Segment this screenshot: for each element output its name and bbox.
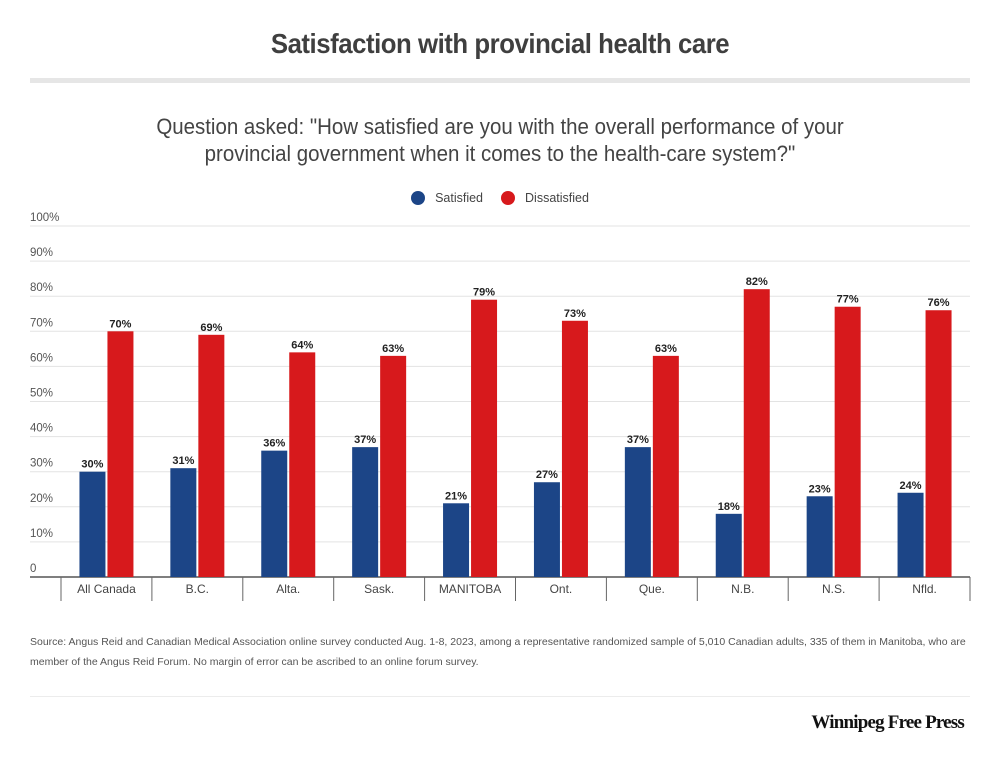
bar-dissatisfied bbox=[834, 306, 861, 577]
chart-title: Satisfaction with provincial health care bbox=[270, 28, 730, 59]
y-tick-label: 70% bbox=[30, 317, 53, 329]
y-tick-label: 30% bbox=[30, 458, 53, 470]
data-label: 82% bbox=[746, 276, 768, 288]
bar-satisfied bbox=[261, 450, 288, 577]
y-tick-label: 100% bbox=[30, 212, 59, 224]
x-tick-label: Sask. bbox=[364, 582, 394, 596]
bar-dissatisfied bbox=[198, 334, 225, 577]
legend-label-satisfied: Satisfied bbox=[435, 191, 484, 205]
data-label: 37% bbox=[354, 434, 376, 446]
y-tick-label: 40% bbox=[30, 423, 53, 435]
bar-satisfied bbox=[79, 471, 106, 577]
data-label: 70% bbox=[109, 318, 131, 330]
data-label: 31% bbox=[172, 455, 194, 467]
legend-label-dissatisfied: Dissatisfied bbox=[525, 191, 589, 205]
data-label: 21% bbox=[445, 490, 467, 502]
y-tick-label: 80% bbox=[30, 282, 53, 294]
subtitle-line-2: provincial government when it comes to t… bbox=[204, 141, 796, 166]
data-label: 63% bbox=[382, 343, 404, 355]
subtitle-line-1: Question asked: "How satisfied are you w… bbox=[156, 114, 844, 139]
bar-satisfied bbox=[715, 513, 742, 577]
data-label: 30% bbox=[81, 459, 103, 471]
title-divider bbox=[30, 78, 970, 83]
legend-item-dissatisfied: Dissatisfied bbox=[501, 191, 589, 205]
x-tick-label: Ont. bbox=[550, 582, 573, 596]
data-label: 18% bbox=[718, 501, 740, 513]
bar-dissatisfied bbox=[743, 289, 770, 577]
y-tick-label: 90% bbox=[30, 247, 53, 259]
bar-dissatisfied bbox=[471, 299, 498, 577]
data-label: 36% bbox=[263, 438, 285, 450]
data-label: 69% bbox=[200, 322, 222, 334]
data-label: 63% bbox=[655, 343, 677, 355]
x-tick-label: Que. bbox=[639, 582, 665, 596]
x-tick-label: MANITOBA bbox=[439, 582, 501, 596]
x-tick-label: N.S. bbox=[822, 582, 845, 596]
bar-satisfied bbox=[806, 496, 833, 577]
data-label: 76% bbox=[928, 297, 950, 309]
bar-dissatisfied bbox=[289, 352, 316, 577]
bar-satisfied bbox=[897, 492, 924, 577]
bar-satisfied bbox=[170, 468, 197, 577]
x-tick-label: Nfld. bbox=[912, 582, 937, 596]
chart-subtitle: Question asked: "How satisfied are you w… bbox=[91, 113, 909, 167]
bar-satisfied bbox=[533, 482, 560, 577]
data-label: 79% bbox=[473, 287, 495, 299]
chart-legend: Satisfied Dissatisfied bbox=[0, 191, 1000, 205]
legend-item-satisfied: Satisfied bbox=[411, 191, 483, 205]
legend-swatch-satisfied bbox=[411, 191, 426, 205]
bar-dissatisfied bbox=[561, 320, 588, 577]
bar-satisfied bbox=[443, 503, 470, 577]
source-note: Source: Angus Reid and Canadian Medical … bbox=[30, 636, 966, 668]
bar-dissatisfied bbox=[380, 355, 407, 577]
x-tick-label: B.C. bbox=[186, 582, 209, 596]
bar-dissatisfied bbox=[652, 355, 679, 577]
bar-dissatisfied bbox=[925, 310, 952, 577]
legend-swatch-dissatisfied bbox=[501, 191, 516, 205]
x-tick-label: Alta. bbox=[276, 582, 300, 596]
bar-satisfied bbox=[352, 447, 379, 577]
data-label: 24% bbox=[900, 480, 922, 492]
y-tick-label: 60% bbox=[30, 352, 53, 364]
data-label: 37% bbox=[627, 434, 649, 446]
bar-dissatisfied bbox=[107, 331, 134, 577]
y-tick-label: 20% bbox=[30, 493, 53, 505]
data-label: 73% bbox=[564, 308, 586, 320]
y-tick-label: 0 bbox=[30, 563, 36, 575]
y-tick-label: 50% bbox=[30, 388, 53, 400]
x-tick-label: All Canada bbox=[77, 582, 136, 596]
footer-divider bbox=[30, 696, 970, 697]
data-label: 27% bbox=[536, 469, 558, 481]
x-tick-label: N.B. bbox=[731, 582, 754, 596]
data-label: 77% bbox=[837, 294, 859, 306]
data-label: 64% bbox=[291, 339, 313, 351]
y-tick-label: 10% bbox=[30, 528, 53, 540]
data-label: 23% bbox=[809, 483, 831, 495]
brand-logo: Winnipeg Free Press bbox=[811, 712, 964, 733]
bar-chart: 0 10% 20% 30% 40% 50% 60% 70% 80% 90% 100% 30% 70% Al… bbox=[30, 212, 971, 601]
bar-satisfied bbox=[624, 447, 651, 577]
